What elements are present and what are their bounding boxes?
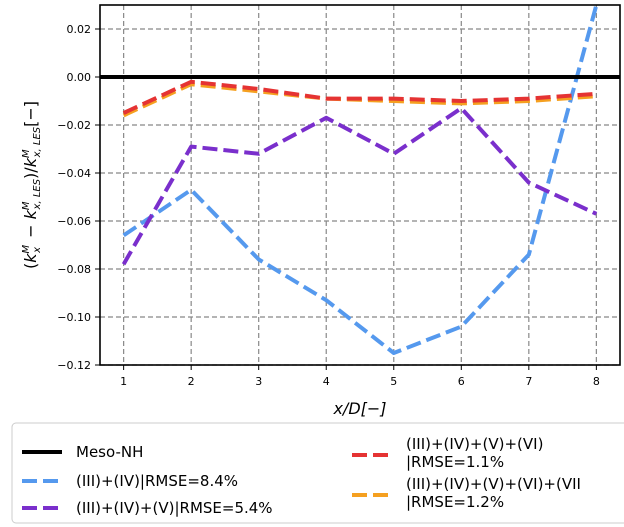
legend-label-2: (III)+(IV)+(V)|RMSE=5.4% <box>76 499 273 517</box>
ticks: 1 2 3 4 5 6 7 8 −0.12 −0.10 −0.08 −0.06 −0.04 −0.02 0.… <box>57 23 600 388</box>
series-line-2 <box>121 106 598 266</box>
series-line-1 <box>122 5 599 355</box>
x-axis-label: x/D[−] <box>332 399 386 418</box>
y-tick-label: −0.08 <box>57 263 91 276</box>
y-axis-label: (kMx − kMx, LES)/kMx, LES[−] <box>21 101 43 269</box>
legend-box <box>11 422 624 524</box>
y-tick-label: 0.00 <box>67 71 92 84</box>
legend-label-4: (III)+(IV)+(V)+(VI)+(VII <box>406 475 581 493</box>
x-tick-label: 3 <box>255 375 262 388</box>
x-tick-label: 4 <box>323 375 330 388</box>
plot-frame <box>99 4 621 366</box>
x-tick-label: 8 <box>593 375 600 388</box>
x-tick-label: 1 <box>120 375 127 388</box>
y-tick-label: −0.12 <box>57 359 91 372</box>
x-tick-label: 5 <box>390 375 397 388</box>
series-line-3 <box>122 79 597 115</box>
legend: Meso-NH (III)+(IV)|RMSE=8.4% (III)+(IV)+(V… <box>11 422 624 524</box>
legend-label-1: (III)+(IV)|RMSE=8.4% <box>76 472 238 490</box>
legend-label-4: |RMSE=1.2% <box>406 493 504 511</box>
y-tick-label: −0.06 <box>57 215 91 228</box>
x-tick-label: 6 <box>458 375 465 388</box>
y-tick-label: −0.04 <box>57 167 91 180</box>
y-tick-label: −0.10 <box>57 311 91 324</box>
grid <box>100 5 620 366</box>
series-layer <box>100 5 620 355</box>
x-tick-label: 2 <box>188 375 195 388</box>
legend-label-3: (III)+(IV)+(V)+(VI) <box>406 435 543 453</box>
legend-label-3: |RMSE=1.1% <box>406 453 504 471</box>
legend-label-0: Meso-NH <box>76 443 143 461</box>
x-tick-label: 7 <box>525 375 532 388</box>
y-tick-label: 0.02 <box>67 23 92 36</box>
y-tick-label: −0.02 <box>57 119 91 132</box>
